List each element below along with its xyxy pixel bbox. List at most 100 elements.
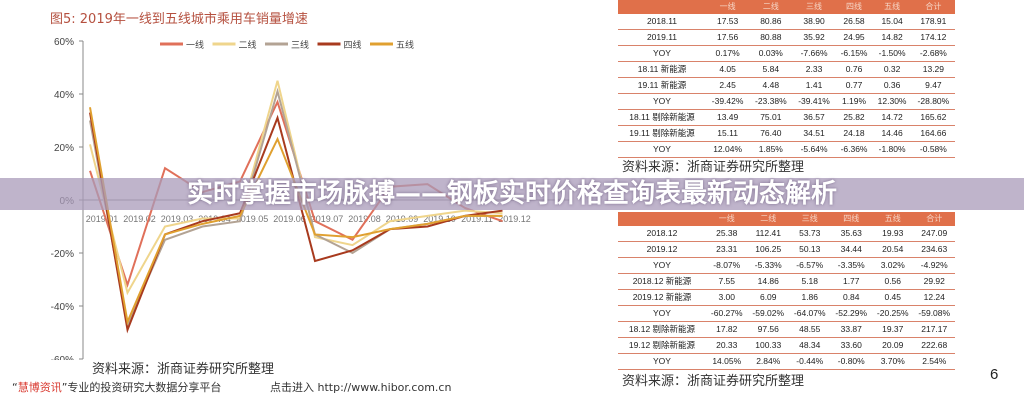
table-cell: 33.60: [830, 337, 872, 354]
table-row: 18.12 剔除新能源 17.82 97.56 48.55 33.87 19.37 217.…: [618, 321, 955, 338]
watermark-text: ”专业的投资研究大数据分享平台: [61, 381, 222, 394]
table-cell: 2018.12: [618, 226, 706, 242]
table-cell: 17.56: [706, 29, 750, 46]
table-cell: 17.82: [706, 321, 748, 338]
table-cell: 18.11 剔除新能源: [618, 109, 706, 126]
column-header: 三线: [792, 0, 836, 14]
table-cell: 1.41: [792, 77, 836, 94]
table-cell: 2.45: [706, 77, 750, 94]
chart-title: 图5: 2019年一线到五线城市乘用车销量增速: [50, 12, 308, 27]
table-cell: 20.09: [872, 337, 914, 354]
table-cell: -0.44%: [789, 353, 831, 370]
table-cell: 0.03%: [749, 45, 793, 62]
watermark-link[interactable]: 点击进入 http://www.hibor.com.cn: [270, 381, 452, 394]
sales-table-dec: 一线 二线 三线 四线 五线 合计 2018.12 25.38 112.41 53.73 35.63…: [618, 212, 955, 370]
table-row: YOY 0.17% 0.03% -7.66% -6.15% -1.50% -2.68%: [618, 45, 955, 62]
table-cell: 35.92: [792, 29, 836, 46]
table-cell: 100.33: [747, 337, 789, 354]
table-cell: 75.01: [749, 109, 793, 126]
x-tick-label: 2019.08: [348, 214, 381, 224]
table-cell: 0.45: [872, 289, 914, 306]
table-cell: 34.51: [792, 125, 836, 142]
table-cell: 97.56: [747, 321, 789, 338]
table-cell: -64.07%: [789, 305, 831, 322]
table-cell: -0.58%: [911, 141, 955, 158]
x-tick-label: 2019.05: [236, 214, 269, 224]
column-header: 二线: [747, 212, 789, 226]
series-line-2: [89, 80, 503, 296]
table-cell: 1.19%: [835, 93, 873, 110]
table-cell: 20.33: [706, 337, 748, 354]
table-cell: 2.54%: [913, 353, 955, 370]
column-header: [618, 0, 706, 14]
table-cell: 80.88: [749, 29, 793, 46]
table-cell: -59.08%: [913, 305, 955, 322]
table-cell: 2019.12: [618, 241, 706, 258]
table-cell: 1.77: [830, 273, 872, 290]
table-row: 19.11 新能源 2.45 4.48 1.41 0.77 0.36 9.47: [618, 77, 955, 94]
table-cell: 0.76: [835, 61, 873, 78]
table-cell: 23.31: [706, 241, 748, 258]
table-cell: 20.54: [872, 241, 914, 258]
legend-label: 二线: [239, 39, 257, 51]
table-cell: 1.85%: [749, 141, 793, 158]
column-header: 合计: [913, 212, 955, 226]
table-cell: -59.02%: [747, 305, 789, 322]
table-cell: 19.37: [872, 321, 914, 338]
y-tick-label: -20%: [51, 249, 74, 260]
table-cell: -6.36%: [835, 141, 873, 158]
table-cell: 35.63: [830, 226, 872, 242]
legend-label: 三线: [291, 39, 309, 51]
table-cell: 164.66: [911, 125, 955, 142]
table-cell: 19.11 新能源: [618, 77, 706, 94]
table-cell: YOY: [618, 257, 706, 274]
table-cell: -60.27%: [706, 305, 748, 322]
table-cell: 12.24: [913, 289, 955, 306]
x-tick-label: 2019.12: [498, 214, 531, 224]
table-row: 19.11 剔除新能源 15.11 76.40 34.51 24.18 14.46 164.…: [618, 125, 955, 142]
table-cell: -6.57%: [789, 257, 831, 274]
table-row: 2019.12 新能源 3.00 6.09 1.86 0.84 0.45 12.24: [618, 289, 955, 306]
x-tick-label: 2019.10: [423, 214, 456, 224]
table-cell: 34.44: [830, 241, 872, 258]
table-cell: 165.62: [911, 109, 955, 126]
table-cell: 53.73: [789, 226, 831, 242]
table-cell: 2018.12 新能源: [618, 273, 706, 290]
table-cell: 6.09: [747, 289, 789, 306]
table-cell: -5.33%: [747, 257, 789, 274]
table-cell: -1.80%: [872, 141, 912, 158]
table-cell: 18.12 剔除新能源: [618, 321, 706, 338]
table-cell: 3.00: [706, 289, 748, 306]
quote: “: [12, 381, 18, 394]
table1-source: 资料来源：浙商证券研究所整理: [622, 160, 805, 175]
table-cell: 3.02%: [872, 257, 914, 274]
table-cell: 178.91: [911, 14, 955, 30]
legend-label: 五线: [396, 39, 414, 51]
x-tick-label: 2019.07: [311, 214, 344, 224]
table-cell: 4.48: [749, 77, 793, 94]
table-cell: 247.09: [913, 226, 955, 242]
table-cell: -4.92%: [913, 257, 955, 274]
legend-label: 一线: [186, 39, 204, 51]
table-cell: 3.70%: [872, 353, 914, 370]
table-row: 2019.11 17.56 80.88 35.92 24.95 14.82 174.12: [618, 29, 955, 46]
page-number: 6: [990, 366, 999, 383]
table-cell: 50.13: [789, 241, 831, 258]
y-tick-label: -40%: [51, 302, 74, 313]
table-cell: YOY: [618, 353, 706, 370]
table-row: 2018.12 25.38 112.41 53.73 35.63 19.93 247.09: [618, 226, 955, 242]
table-row: 18.11 新能源 4.05 5.84 2.33 0.76 0.32 13.29: [618, 61, 955, 78]
x-tick-label: 2019.06: [273, 214, 306, 224]
table-cell: 9.47: [911, 77, 955, 94]
table-cell: -2.68%: [911, 45, 955, 62]
banner-overlay: [0, 178, 1024, 210]
table-row: YOY -8.07% -5.33% -6.57% -3.35% 3.02% -4.92%: [618, 257, 955, 274]
table-cell: 25.82: [835, 109, 873, 126]
table-row: 19.12 剔除新能源 20.33 100.33 48.34 33.60 20.09 222…: [618, 337, 955, 354]
table-cell: 19.11 剔除新能源: [618, 125, 706, 142]
watermark-line1: “慧博资讯”专业的投资研究大数据分享平台: [12, 381, 221, 395]
table-cell: 38.90: [792, 14, 836, 30]
table-row: 2018.11 17.53 80.86 38.90 26.58 15.04 178.91: [618, 14, 955, 30]
table-cell: 24.18: [835, 125, 873, 142]
table-cell: 19.12 剔除新能源: [618, 337, 706, 354]
